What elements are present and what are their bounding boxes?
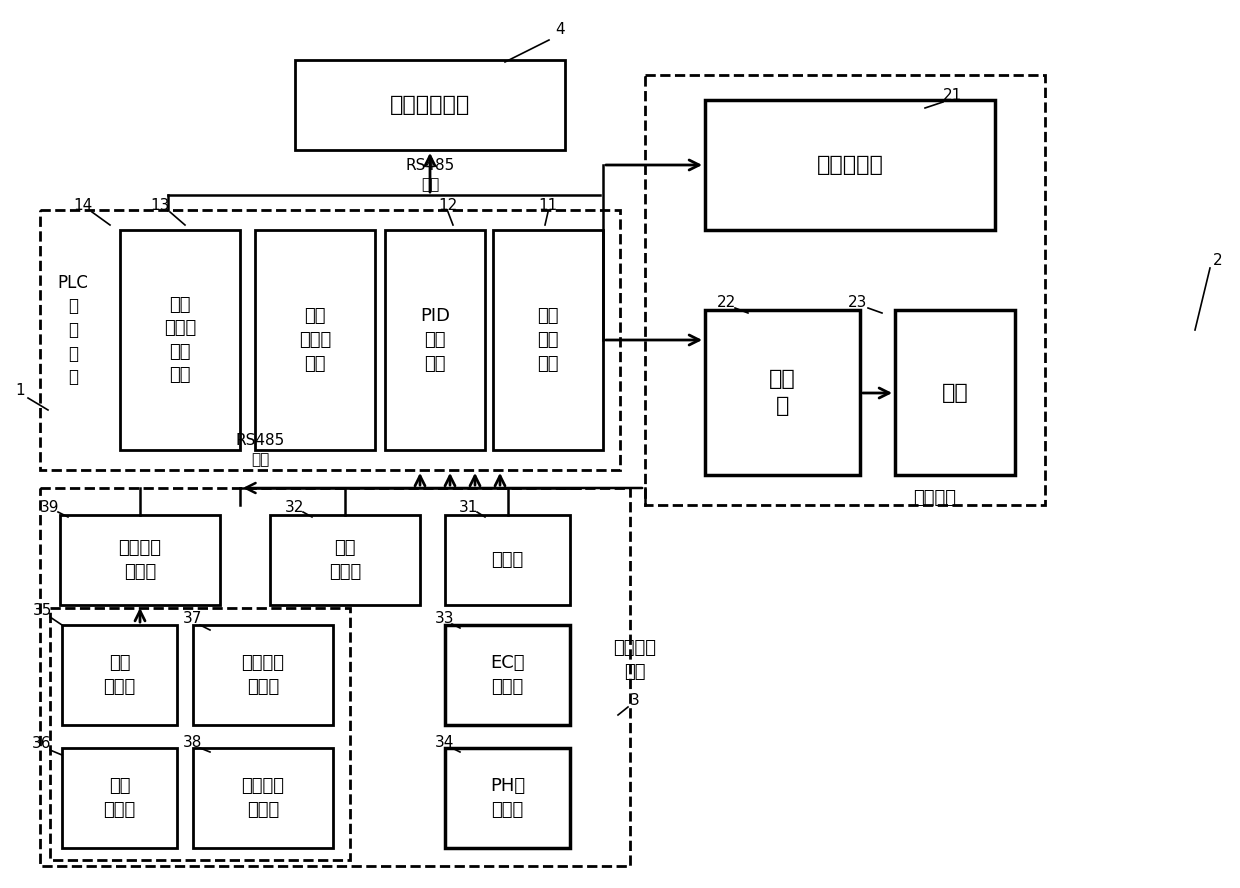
Bar	[270, 515, 420, 605]
Text: 34: 34	[435, 734, 455, 749]
Text: 数据上传部分: 数据上传部分	[389, 95, 470, 115]
Bar	[40, 488, 630, 866]
Text: 光辐照度
传感器: 光辐照度 传感器	[242, 654, 284, 696]
Text: 38: 38	[184, 734, 202, 749]
Bar	[62, 748, 177, 848]
Text: 数据采集
变送器: 数据采集 变送器	[119, 539, 161, 581]
Text: 2: 2	[1213, 252, 1223, 267]
Text: RS485
总线: RS485 总线	[236, 432, 285, 467]
Text: 3: 3	[630, 693, 640, 708]
Text: EC值
传感器: EC值 传感器	[490, 654, 525, 696]
Text: 数据
采集与
通讯
模块: 数据 采集与 通讯 模块	[164, 296, 196, 385]
Text: 4: 4	[556, 22, 564, 37]
Text: PH值
传感器: PH值 传感器	[490, 777, 525, 819]
Text: 35: 35	[32, 602, 52, 617]
Text: 12: 12	[439, 197, 458, 212]
Text: 14: 14	[73, 197, 93, 212]
Bar	[50, 608, 350, 860]
Text: 39: 39	[40, 500, 60, 514]
Bar	[120, 230, 241, 450]
Text: PID
控制
模块: PID 控制 模块	[420, 307, 450, 373]
Text: 1: 1	[15, 383, 25, 398]
Bar	[60, 515, 219, 605]
Bar	[62, 625, 177, 725]
Text: 33: 33	[435, 611, 455, 625]
Text: 变频
器: 变频 器	[769, 369, 796, 416]
Text: 22: 22	[717, 295, 735, 310]
Bar	[706, 310, 861, 475]
Text: 温度
传感器: 温度 传感器	[103, 777, 135, 819]
Bar	[255, 230, 374, 450]
Text: 水泵
控制
模块: 水泵 控制 模块	[537, 307, 559, 373]
Bar	[40, 210, 620, 470]
Bar	[895, 310, 1016, 475]
Text: 11: 11	[538, 197, 558, 212]
Text: 水泵: 水泵	[941, 383, 968, 402]
Text: 数字调节阀: 数字调节阀	[817, 155, 883, 175]
Text: 32: 32	[285, 500, 305, 514]
Text: 调和
控制器
模块: 调和 控制器 模块	[299, 307, 331, 373]
Text: 流量计: 流量计	[491, 551, 523, 569]
Bar	[645, 75, 1045, 505]
Text: 二氧化碳
传感器: 二氧化碳 传感器	[242, 777, 284, 819]
Bar	[295, 60, 565, 150]
Text: RS485
总线: RS485 总线	[405, 157, 455, 193]
Text: 执行系统: 执行系统	[914, 489, 956, 507]
Text: 数据采集
系统: 数据采集 系统	[614, 639, 656, 681]
Text: 31: 31	[459, 500, 477, 514]
Bar	[445, 748, 570, 848]
Bar	[193, 625, 334, 725]
Text: PLC
控
制
系
统: PLC 控 制 系 统	[57, 274, 88, 386]
Text: 13: 13	[150, 197, 170, 212]
Bar	[445, 515, 570, 605]
Text: 23: 23	[848, 295, 868, 310]
Text: 36: 36	[32, 735, 52, 750]
Text: 21: 21	[944, 88, 962, 102]
Text: 湿度
传感器: 湿度 传感器	[103, 654, 135, 696]
Bar	[445, 625, 570, 725]
Bar	[384, 230, 485, 450]
Text: 37: 37	[184, 611, 202, 625]
Bar	[706, 100, 994, 230]
Bar	[494, 230, 603, 450]
Bar	[193, 748, 334, 848]
Text: 远程
压力表: 远程 压力表	[329, 539, 361, 581]
